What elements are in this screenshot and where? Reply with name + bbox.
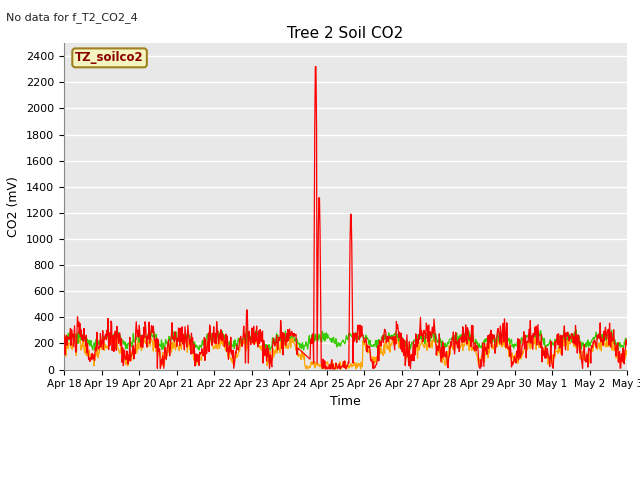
Title: Tree 2 Soil CO2: Tree 2 Soil CO2 bbox=[287, 25, 404, 41]
X-axis label: Time: Time bbox=[330, 395, 361, 408]
Y-axis label: CO2 (mV): CO2 (mV) bbox=[8, 176, 20, 237]
Text: No data for f_T2_CO2_4: No data for f_T2_CO2_4 bbox=[6, 12, 138, 23]
Text: TZ_soilco2: TZ_soilco2 bbox=[76, 51, 144, 64]
